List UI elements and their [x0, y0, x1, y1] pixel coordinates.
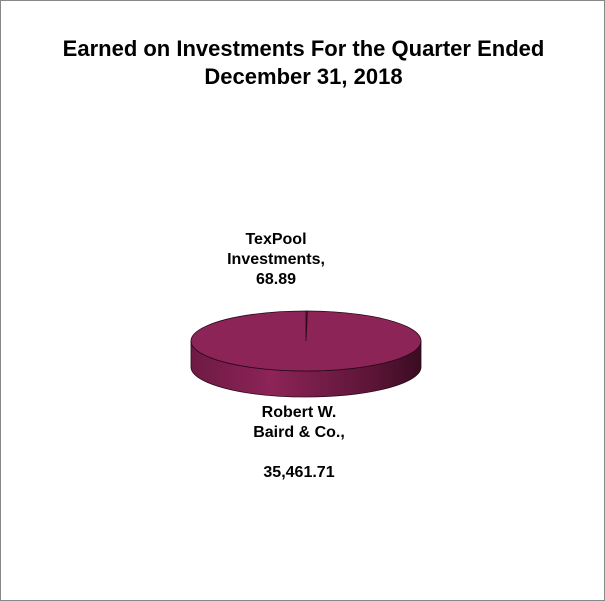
slice-value-label: 35,461.71: [263, 464, 335, 481]
chart-title: Earned on Investments For the Quarter En…: [62, 36, 545, 89]
slice-label: Robert W. Baird & Co.,: [253, 404, 345, 441]
slice-value-label: 68.89: [255, 271, 297, 288]
pie-slice: [190, 310, 422, 372]
slice-label: TexPool Investments,: [227, 231, 325, 268]
